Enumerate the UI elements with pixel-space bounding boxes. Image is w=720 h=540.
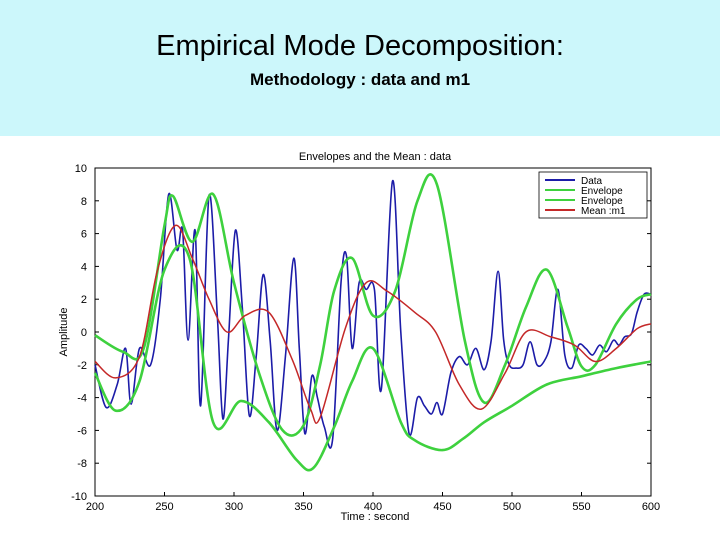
y-tick-label: 8: [81, 196, 87, 208]
x-tick-label: 250: [155, 501, 173, 513]
y-tick-label: 0: [81, 327, 87, 339]
x-tick-label: 550: [572, 501, 590, 513]
plot-frame: [94, 167, 652, 497]
mean-m1-line: [94, 224, 652, 424]
series-group: [93, 173, 652, 472]
legend-entry: Data: [581, 176, 603, 187]
y-tick-label: -6: [77, 425, 87, 437]
chart-container: Envelopes and the Mean : data 200 250 300 3…: [45, 144, 675, 524]
y-tick-label: 6: [81, 229, 87, 241]
lower-envelope-line: [93, 244, 652, 472]
y-tick-label: 4: [81, 261, 87, 273]
x-tick-label: 350: [294, 501, 312, 513]
x-tick-label: 450: [433, 501, 451, 513]
y-tick-label: -8: [77, 458, 87, 470]
slide-header: Empirical Mode Decomposition: Methodolog…: [0, 0, 720, 136]
legend-entry: Envelope: [581, 196, 623, 207]
x-tick-label: 200: [86, 501, 104, 513]
emd-chart: Envelopes and the Mean : data 200 250 300 3…: [58, 151, 660, 523]
y-axis-label: Amplitude: [58, 308, 70, 357]
y-tick-label: -10: [71, 491, 87, 503]
slide-subtitle: Methodology : data and m1: [249, 70, 471, 89]
x-tick-label: 500: [503, 501, 521, 513]
x-tick-label: 400: [364, 501, 382, 513]
chart-title: Envelopes and the Mean : data: [299, 151, 452, 163]
legend-entry: Envelope: [581, 186, 623, 197]
slide-title: Empirical Mode Decomposition:: [156, 30, 564, 62]
y-tick-label: -4: [77, 393, 87, 405]
y-tick-label: -2: [77, 360, 87, 372]
x-axis-label: Time : second: [341, 511, 410, 523]
x-tick-label: 300: [225, 501, 243, 513]
y-tick-label: 10: [75, 163, 87, 175]
legend-entry: Mean :m1: [581, 206, 626, 217]
upper-envelope-line: [94, 173, 652, 437]
axes-group: 200 250 300 350 400 450 500 550 600 10 8 6 4 2 0 -2 -4 -6…: [71, 163, 660, 513]
x-tick-label: 600: [642, 501, 660, 513]
y-tick-label: 2: [81, 294, 87, 306]
